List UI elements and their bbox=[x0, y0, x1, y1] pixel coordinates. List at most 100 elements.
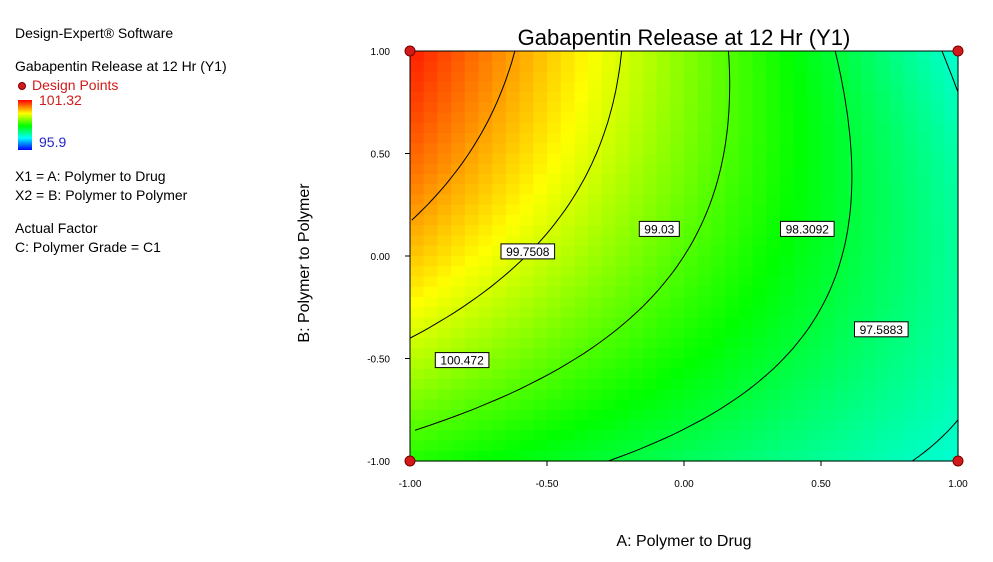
heatmap-cell bbox=[670, 368, 685, 380]
heatmap-cell bbox=[807, 440, 822, 452]
heatmap-cell bbox=[560, 71, 575, 83]
heatmap-cell bbox=[451, 256, 466, 267]
heatmap-cell bbox=[738, 153, 754, 165]
design-points-label: Design Points bbox=[32, 77, 119, 93]
heatmap-cell bbox=[478, 368, 493, 380]
color-scale-min: 95.9 bbox=[39, 134, 67, 150]
heatmap-cell bbox=[752, 409, 767, 421]
heatmap-cell bbox=[834, 450, 849, 462]
heatmap-cell bbox=[423, 235, 438, 247]
heatmap-cell bbox=[834, 215, 849, 226]
heatmap-cell bbox=[916, 379, 932, 390]
heatmap-cell bbox=[547, 194, 562, 206]
heatmap-cell bbox=[642, 143, 658, 155]
heatmap-cell bbox=[437, 153, 452, 165]
heatmap-cell bbox=[684, 92, 699, 103]
heatmap-cell bbox=[944, 420, 959, 431]
heatmap-cell bbox=[601, 184, 617, 196]
heatmap-cell bbox=[862, 112, 877, 124]
heatmap-cell bbox=[779, 174, 795, 185]
x-axis-title: A: Polymer to Drug bbox=[616, 533, 751, 550]
heatmap-cell bbox=[697, 245, 712, 257]
heatmap-cell bbox=[423, 174, 438, 185]
heatmap-cell bbox=[519, 399, 534, 411]
heatmap-cell bbox=[410, 430, 425, 442]
heatmap-cell bbox=[588, 348, 603, 360]
heatmap-cell bbox=[848, 420, 863, 431]
heatmap-cell bbox=[930, 122, 945, 134]
heatmap-cell bbox=[711, 133, 726, 144]
heatmap-cell bbox=[738, 194, 754, 206]
contour-label-text: 99.03 bbox=[644, 222, 674, 236]
heatmap-cell bbox=[642, 194, 658, 206]
heatmap-cell bbox=[505, 71, 521, 83]
heatmap-cell bbox=[629, 256, 644, 267]
heatmap-cell bbox=[807, 297, 822, 308]
heatmap-cell bbox=[889, 420, 904, 431]
contour-label: 99.7508 bbox=[500, 243, 556, 260]
heatmap-cell bbox=[793, 430, 808, 442]
heatmap-cell bbox=[560, 51, 575, 62]
heatmap-cell bbox=[574, 317, 589, 329]
heatmap-cell bbox=[821, 338, 836, 349]
heatmap-cell bbox=[615, 122, 630, 134]
heatmap-cell bbox=[464, 338, 480, 349]
heatmap-cell bbox=[574, 358, 589, 370]
heatmap-cell bbox=[862, 81, 877, 93]
heatmap-cell bbox=[533, 420, 548, 431]
heatmap-cell bbox=[930, 153, 945, 165]
heatmap-cell bbox=[711, 235, 726, 247]
heatmap-cell bbox=[875, 266, 891, 278]
heatmap-cell bbox=[725, 307, 740, 319]
heatmap-cell bbox=[533, 430, 548, 442]
heatmap-cell bbox=[930, 81, 945, 93]
heatmap-cell bbox=[944, 245, 959, 257]
heatmap-cell bbox=[697, 379, 712, 390]
heatmap-cell bbox=[464, 71, 480, 83]
heatmap-cell bbox=[410, 71, 425, 83]
heatmap-cell bbox=[588, 389, 603, 401]
heatmap-cell bbox=[519, 194, 534, 206]
heatmap-cell bbox=[601, 430, 617, 442]
heatmap-cell bbox=[464, 379, 480, 390]
heatmap-cell bbox=[725, 440, 740, 452]
heatmap-cell bbox=[738, 133, 754, 144]
heatmap-cell bbox=[505, 184, 521, 196]
heatmap-cell bbox=[684, 235, 699, 247]
heatmap-cell bbox=[410, 307, 425, 319]
x-tick-label: -0.50 bbox=[536, 479, 559, 490]
heatmap-cell bbox=[807, 112, 822, 124]
heatmap-cell bbox=[766, 245, 781, 257]
heatmap-cell bbox=[656, 327, 671, 339]
heatmap-cell bbox=[766, 143, 781, 155]
heatmap-cell bbox=[711, 409, 726, 421]
heatmap-cell bbox=[916, 368, 932, 380]
heatmap-cell bbox=[916, 317, 932, 329]
heatmap-cell bbox=[944, 225, 959, 237]
heatmap-cell bbox=[642, 338, 658, 349]
heatmap-cell bbox=[410, 122, 425, 134]
heatmap-cell bbox=[862, 215, 877, 226]
heatmap-cell bbox=[533, 276, 548, 288]
heatmap-cell bbox=[834, 235, 849, 247]
heatmap-cell bbox=[588, 153, 603, 165]
heatmap-cell bbox=[642, 133, 658, 144]
heatmap-cell bbox=[697, 297, 712, 308]
heatmap-cell bbox=[533, 307, 548, 319]
heatmap-cell bbox=[834, 338, 849, 349]
heatmap-cell bbox=[560, 133, 575, 144]
heatmap-cell bbox=[560, 112, 575, 124]
heatmap-cell bbox=[848, 276, 863, 288]
heatmap-cell bbox=[793, 389, 808, 401]
heatmap-cell bbox=[738, 420, 754, 431]
heatmap-cell bbox=[834, 204, 849, 216]
heatmap-cell bbox=[834, 194, 849, 206]
heatmap-cell bbox=[492, 450, 507, 462]
heatmap-cell bbox=[684, 122, 699, 134]
heatmap-cell bbox=[944, 297, 959, 308]
heatmap-cell bbox=[697, 430, 712, 442]
heatmap-cell bbox=[875, 389, 891, 401]
heatmap-cell bbox=[697, 215, 712, 226]
heatmap-cell bbox=[670, 317, 685, 329]
heatmap-cell bbox=[930, 71, 945, 83]
